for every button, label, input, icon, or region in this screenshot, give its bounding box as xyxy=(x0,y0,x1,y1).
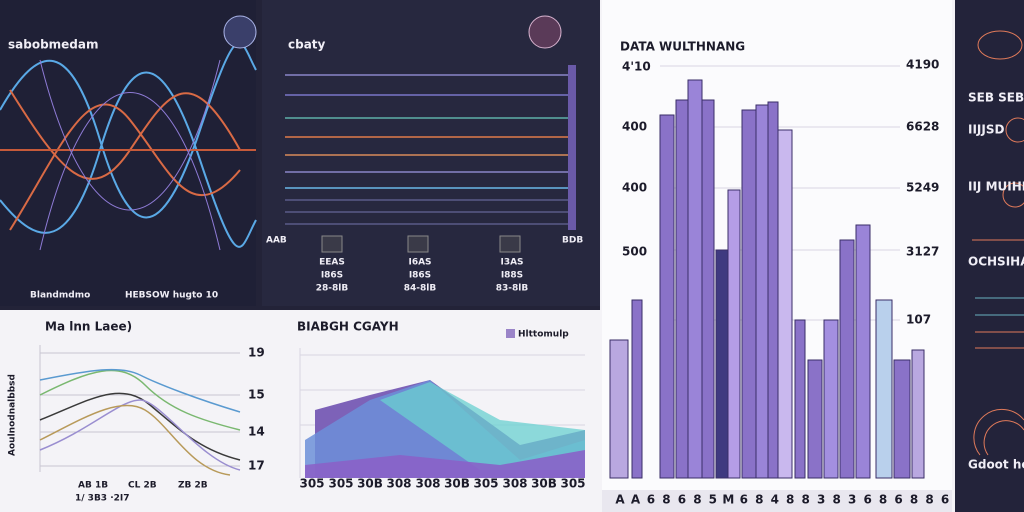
right-ticks: 19 15 14 17 xyxy=(248,346,265,473)
line-panel xyxy=(262,0,600,306)
x-label: 8 xyxy=(925,493,933,507)
x-label: M xyxy=(722,493,734,507)
x-label: 3 xyxy=(817,493,825,507)
x-label: AB 1B xyxy=(78,481,108,491)
x-label: 30B xyxy=(357,477,383,491)
tick-label: 5249 xyxy=(906,181,939,195)
tick-label: 3127 xyxy=(906,245,939,259)
x-label: A xyxy=(631,493,641,507)
x-label: 308 xyxy=(386,477,411,491)
side-label: OCHSIHAN xyxy=(968,255,1024,269)
legend-swatch xyxy=(506,329,515,338)
side-label: IIJJSD xyxy=(968,123,1005,137)
left-ticks: 4'10 400 400 500 xyxy=(622,60,651,259)
group-label: I86S xyxy=(321,271,343,281)
y-label: Aoulnodnalbbsd xyxy=(8,374,18,456)
side-label: Gdoot hed xyxy=(968,458,1024,472)
tick-label: 17 xyxy=(248,459,265,473)
bar-axis-band xyxy=(602,490,952,512)
axis-label: BDB xyxy=(562,236,583,246)
tick-label: 14 xyxy=(248,425,265,439)
chart-title: BIABGH CGAYH xyxy=(297,320,399,334)
group-label: I86S xyxy=(409,271,431,281)
side-label: SEB SEBAY xyxy=(968,91,1024,105)
x-label: 305 xyxy=(473,477,498,491)
tick-label: 107 xyxy=(906,313,931,327)
group-label: I88S xyxy=(501,271,523,281)
x-label: 308 xyxy=(502,477,527,491)
footer-label: Blandmdmo xyxy=(30,291,90,301)
x-label: A xyxy=(615,493,625,507)
x-label: 305 xyxy=(560,477,585,491)
h-lines xyxy=(285,74,570,225)
grid xyxy=(39,345,240,472)
panel-title: cbaty xyxy=(288,38,326,52)
side-labels: SEB SEBAY IIJJSD IIJ MUIHINES OCHSIHAN Gdoot… xyxy=(968,91,1024,472)
tick-label: 19 xyxy=(248,346,265,360)
chart-title: Ma lnn Laee) xyxy=(45,320,132,334)
scroll-bar xyxy=(568,65,576,230)
x-label: 6 xyxy=(941,493,949,507)
x-sub-label: 1/ 3B3 ·2I7 xyxy=(75,494,130,504)
group-icons xyxy=(321,235,521,253)
group-label: I6AS xyxy=(408,258,431,268)
right-ticks: 4190 6628 5249 3127 107 xyxy=(906,58,939,327)
tick-label: 15 xyxy=(248,388,265,402)
x-label: ZB 2B xyxy=(178,481,208,491)
tick-label: 500 xyxy=(622,245,647,259)
x-label: 305 xyxy=(328,477,353,491)
bars xyxy=(609,79,925,479)
x-label: 30B xyxy=(531,477,557,491)
legend-label: Hlttomulp xyxy=(518,330,569,340)
tick-label: 400 xyxy=(622,181,647,195)
x-label: 6 xyxy=(894,493,902,507)
group-label: EEAS xyxy=(319,258,345,268)
x-label: 8 xyxy=(879,493,887,507)
x-label: 30B xyxy=(444,477,470,491)
chart-title: DATA WULTHNANG xyxy=(620,40,745,54)
x-label: CL 2B xyxy=(128,481,157,491)
x-label: 6 xyxy=(863,493,871,507)
x-label: 308 xyxy=(415,477,440,491)
orb-icon xyxy=(223,15,257,49)
group-label: I3AS xyxy=(500,258,523,268)
x-label: 8 xyxy=(693,493,701,507)
x-label: 8 xyxy=(832,493,840,507)
group-label: 84-8lB xyxy=(404,284,437,294)
side-panel xyxy=(955,0,1024,512)
x-label: 8 xyxy=(802,493,810,507)
areas xyxy=(305,380,585,478)
orb-icon xyxy=(528,15,562,49)
group-label: 83-8lB xyxy=(496,284,529,294)
x-label: 8 xyxy=(910,493,918,507)
x-label: 3 xyxy=(848,493,856,507)
x-label: 6 xyxy=(678,493,686,507)
x-label: 5 xyxy=(709,493,717,507)
tick-label: 4'10 xyxy=(622,60,651,74)
x-labels: 305 305 30B 308 308 30B 305 308 30B 305 xyxy=(299,477,585,491)
group-labels: EEAS I86S 28-8lB I6AS I86S 84-8lB I3AS I88S 83-8… xyxy=(316,258,529,294)
x-label: 6 xyxy=(740,493,748,507)
tick-label: 4190 xyxy=(906,58,939,72)
x-label: 8 xyxy=(786,493,794,507)
side-icons xyxy=(972,30,1024,456)
x-label: 8 xyxy=(662,493,670,507)
footer-label: HEBSOW hugto 10 xyxy=(125,291,218,301)
side-label: IIJ MUIHINES xyxy=(968,180,1024,194)
x-labels: AB 1B CL 2B ZB 2B xyxy=(78,481,208,491)
tick-label: 400 xyxy=(622,120,647,134)
tick-label: 6628 xyxy=(906,120,939,134)
x-label: 6 xyxy=(647,493,655,507)
lines xyxy=(39,368,241,476)
x-label: 8 xyxy=(755,493,763,507)
x-label: 305 xyxy=(299,477,324,491)
group-label: 28-8lB xyxy=(316,284,349,294)
x-label: 4 xyxy=(771,493,779,507)
axis-label: AAB xyxy=(266,236,287,246)
panel-title: sabobmedam xyxy=(8,38,99,52)
